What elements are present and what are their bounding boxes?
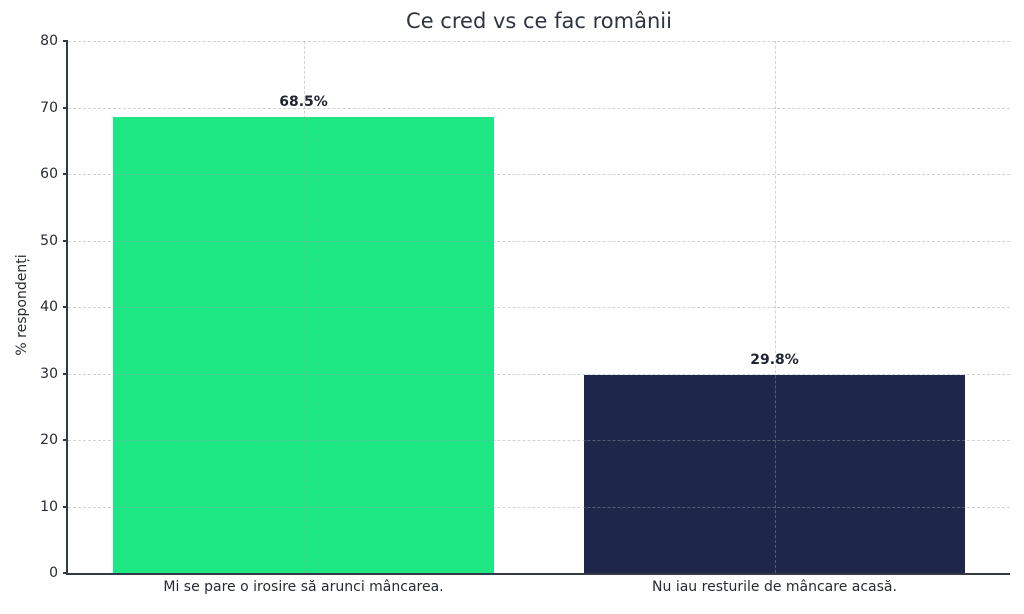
y-tick-mark [63, 572, 68, 574]
y-tick-mark [63, 239, 68, 242]
y-tick-mark [63, 505, 68, 508]
y-tick-label: 50 [40, 232, 58, 249]
y-tick-label: 20 [40, 432, 58, 448]
x-axis-spine [66, 573, 1010, 575]
y-tick-mark [63, 106, 68, 109]
y-tick-label: 30 [40, 365, 58, 382]
y-axis-label: % respondenți [14, 254, 30, 356]
bar [583, 374, 966, 573]
h-gridline [68, 107, 1010, 109]
h-gridline [68, 41, 1010, 42]
y-tick-label: 60 [40, 166, 58, 182]
y-tick-mark [63, 439, 68, 441]
value-label: 68.5% [279, 94, 328, 111]
chart-title: Ce cred vs ce fac românii [406, 9, 672, 33]
y-tick-label: 80 [40, 33, 58, 49]
y-tick-label: 70 [40, 99, 58, 116]
h-gridline [68, 506, 1010, 508]
y-tick-mark [63, 306, 68, 308]
y-tick-label: 10 [40, 498, 58, 515]
h-gridline [68, 240, 1010, 242]
h-gridline [68, 174, 1010, 175]
y-tick-mark [63, 372, 68, 375]
plot-area: 0 10 20 30 40 50 60 70 80 68.5% Mi se pare o irosi… [40, 33, 1010, 595]
h-gridline [68, 440, 1010, 441]
x-tick-label: Mi se pare o irosire să arunci mâncarea. [163, 579, 444, 595]
y-tick-label: 0 [49, 565, 58, 581]
value-label: 29.8% [750, 351, 799, 368]
y-tick-mark [63, 40, 68, 42]
y-tick-mark [63, 173, 68, 175]
v-gridline [303, 41, 305, 573]
v-gridline [774, 41, 776, 573]
bar [112, 117, 495, 573]
y-tick-label: 40 [40, 299, 58, 315]
x-tick-label: Nu iau resturile de mâncare acasă. [652, 579, 897, 595]
h-gridline [68, 373, 1010, 375]
h-gridline [68, 307, 1010, 308]
